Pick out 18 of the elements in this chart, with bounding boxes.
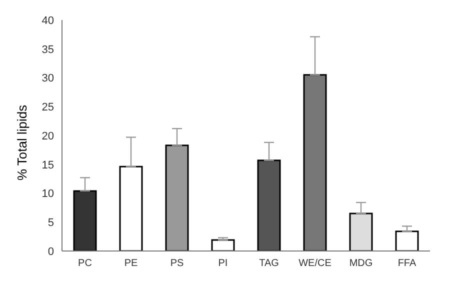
x-tick-label: PS	[170, 258, 184, 270]
y-tick-label: 40	[42, 14, 54, 27]
y-tick-label: 25	[42, 102, 54, 114]
x-tick-label: WE/CE	[298, 258, 332, 270]
x-tick-label: PC	[78, 258, 92, 270]
x-tick-label: PI	[218, 258, 228, 270]
x-tick-label: TAG	[259, 258, 280, 270]
y-tick-label: 15	[42, 159, 54, 172]
y-tick-label: 35	[42, 44, 54, 56]
y-tick-label: 0	[48, 246, 54, 258]
y-tick-label: 10	[42, 188, 54, 200]
y-tick-label: 20	[42, 130, 54, 142]
y-tick-label: 5	[48, 217, 54, 230]
x-tick-label: PE	[124, 258, 138, 270]
y-axis-title: % Total lipids	[14, 104, 30, 180]
y-tick-label: 30	[42, 72, 54, 85]
x-tick-label: MDG	[349, 258, 373, 270]
x-tick-label: FFA	[398, 258, 416, 270]
